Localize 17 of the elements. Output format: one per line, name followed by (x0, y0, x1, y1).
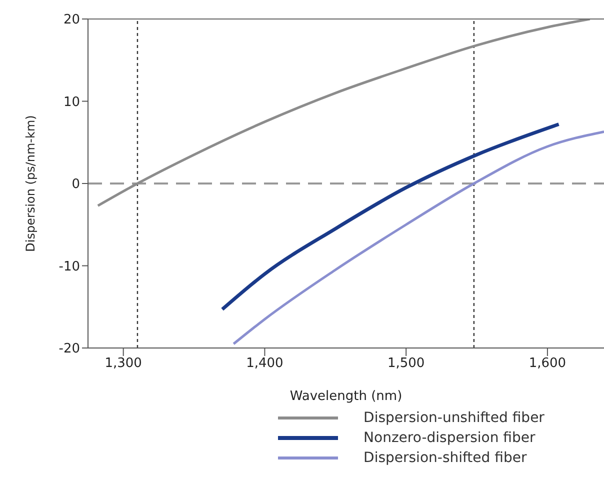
x-tick-label: 1,400 (246, 356, 284, 372)
x-tick-label: 1,600 (528, 356, 566, 372)
x-tick-label: 1,300 (104, 356, 142, 372)
line-series (232, 130, 604, 346)
y-tick-label: 10 (63, 94, 80, 110)
y-tick-label: -20 (58, 342, 80, 357)
x-axis-title: Wavelength (nm) (290, 389, 402, 404)
line-series (220, 122, 561, 312)
y-tick-label: 0 (72, 177, 80, 192)
legend-label: Nonzero-dispersion fiber (364, 430, 536, 446)
y-axis-title: Dispersion (ps/nm-km) (23, 115, 38, 252)
y-tick-label: 20 (63, 12, 80, 28)
legend-label: Dispersion-unshifted fiber (364, 410, 544, 426)
x-tick-label: 1,500 (387, 356, 425, 372)
legend-label: Dispersion-shifted fiber (364, 450, 527, 466)
line-series (96, 19, 592, 207)
y-tick-label: -10 (58, 259, 80, 274)
